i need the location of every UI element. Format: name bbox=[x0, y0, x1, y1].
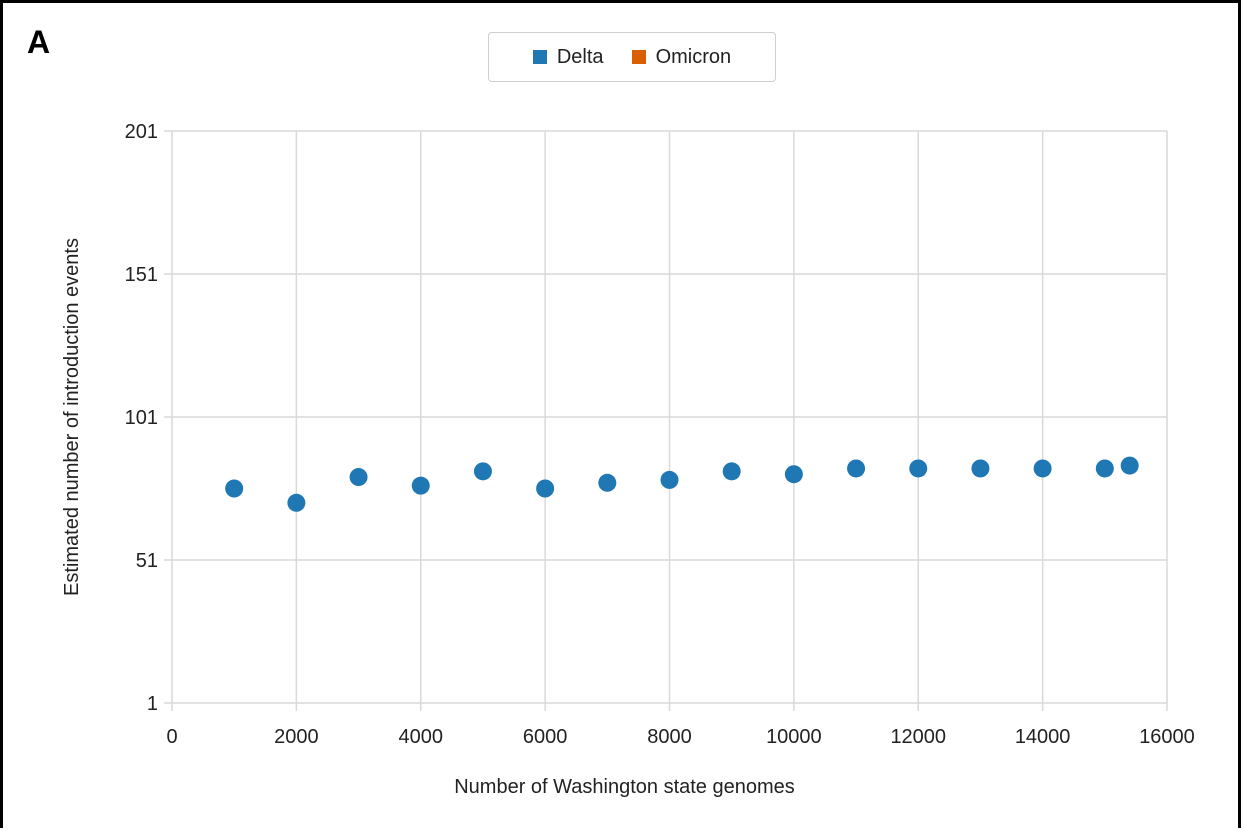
data-point-delta bbox=[536, 479, 555, 498]
x-tick-label: 2000 bbox=[274, 726, 319, 748]
x-tick-label: 8000 bbox=[647, 726, 692, 748]
data-point-delta bbox=[1120, 456, 1139, 475]
data-point-delta bbox=[287, 493, 306, 512]
x-tick-label: 10000 bbox=[766, 726, 822, 748]
x-tick-label: 4000 bbox=[399, 726, 444, 748]
x-axis-title: Number of Washington state genomes bbox=[454, 776, 795, 798]
data-points bbox=[225, 456, 1139, 512]
data-point-delta bbox=[847, 459, 866, 478]
panel-label: A bbox=[27, 24, 51, 60]
data-point-delta bbox=[784, 465, 803, 484]
legend-label-omicron: Omicron bbox=[655, 45, 732, 68]
x-tick-label: 14000 bbox=[1015, 726, 1071, 748]
chart-legend: Delta Omicron bbox=[488, 32, 776, 82]
data-point-delta bbox=[971, 459, 990, 478]
data-point-delta bbox=[1095, 459, 1114, 478]
x-tick-label: 12000 bbox=[890, 726, 946, 748]
grid-lines bbox=[164, 130, 1168, 711]
data-point-delta bbox=[473, 462, 492, 481]
y-tick-label: 201 bbox=[125, 121, 158, 143]
x-tick-label: 6000 bbox=[523, 726, 568, 748]
data-point-delta bbox=[909, 459, 928, 478]
data-point-delta bbox=[411, 476, 430, 495]
y-tick-label: 101 bbox=[125, 407, 158, 429]
y-axis-title: Estimated number of introduction events bbox=[61, 238, 83, 596]
x-tick-labels: 0 2000 4000 6000 8000 10000 12000 14000 16000 bbox=[166, 726, 1194, 748]
legend-swatch-omicron bbox=[631, 50, 646, 64]
data-point-delta bbox=[722, 462, 741, 481]
y-tick-label: 1 bbox=[147, 693, 158, 715]
y-tick-label: 51 bbox=[136, 550, 158, 572]
data-point-delta bbox=[1033, 459, 1052, 478]
data-point-delta bbox=[225, 479, 244, 498]
x-tick-label: 0 bbox=[166, 726, 177, 748]
legend-label-delta: Delta bbox=[556, 45, 604, 68]
legend-item-omicron: Omicron bbox=[631, 45, 732, 69]
data-point-delta bbox=[349, 468, 368, 487]
legend-swatch-delta bbox=[532, 50, 547, 64]
x-tick-label: 16000 bbox=[1139, 726, 1195, 748]
legend-item-delta: Delta bbox=[532, 45, 604, 69]
data-point-delta bbox=[660, 470, 679, 489]
y-tick-label: 151 bbox=[125, 264, 158, 286]
data-point-delta bbox=[598, 473, 617, 492]
